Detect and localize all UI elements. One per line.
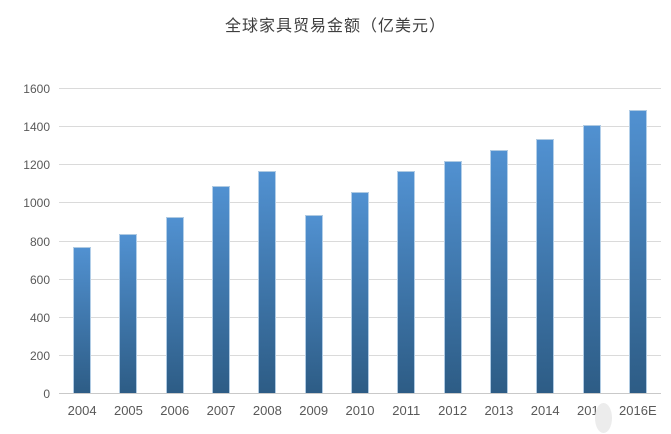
x-axis-tick-label: 2011 bbox=[392, 403, 421, 418]
gridline bbox=[59, 88, 661, 89]
x-axis-tick-label: 2004 bbox=[67, 403, 97, 418]
bar-2013 bbox=[489, 150, 508, 394]
bar-slot: 2016E bbox=[615, 89, 661, 418]
gridline bbox=[59, 126, 661, 128]
bar-slot: 2007 bbox=[198, 89, 244, 418]
y-axis-tick-label: 800 bbox=[29, 234, 50, 249]
x-axis-tick-label: 2006 bbox=[160, 403, 190, 418]
gridline bbox=[59, 164, 661, 166]
x-axis-tick-label: 2009 bbox=[299, 403, 329, 418]
x-axis-tick-label: 2010 bbox=[345, 403, 375, 418]
bar-slot: 2010 bbox=[337, 89, 383, 418]
bar-2007 bbox=[212, 186, 231, 394]
bar-slot: 2011 bbox=[383, 89, 429, 418]
y-axis-tick-label: 200 bbox=[29, 348, 50, 363]
y-axis-tick-label: 400 bbox=[29, 310, 50, 325]
plot-area: 2004 2005 2006 2007 2008 2009 2010 2011 2012 2013… bbox=[59, 88, 661, 418]
y-axis-tick-label: 1600 bbox=[23, 82, 50, 96]
bar-slot: 2012 bbox=[429, 89, 475, 418]
bar-slot: 2014 bbox=[522, 89, 568, 418]
bar-2012 bbox=[443, 161, 462, 394]
bar-2008 bbox=[258, 170, 277, 394]
bar-2004 bbox=[73, 247, 92, 394]
bar-slot: 2008 bbox=[244, 89, 290, 418]
bar-2006 bbox=[165, 216, 184, 394]
bar-2016E bbox=[628, 109, 647, 394]
x-axis-tick-label: 2013 bbox=[484, 403, 514, 418]
bar-slot: 2015 bbox=[568, 89, 614, 418]
y-axis-tick-label: 1400 bbox=[23, 120, 50, 135]
bar-slot: 2004 bbox=[59, 89, 105, 418]
bar-slot: 2005 bbox=[105, 89, 151, 418]
bar-2015 bbox=[582, 125, 601, 394]
y-axis-tick-label: 1200 bbox=[23, 158, 50, 173]
bar-slot: 2006 bbox=[152, 89, 198, 418]
x-axis-tick-label: 2007 bbox=[206, 403, 236, 418]
bar-2010 bbox=[350, 191, 369, 394]
bar-2014 bbox=[536, 138, 555, 394]
x-axis-tick-label: 2008 bbox=[252, 403, 282, 418]
bar-2011 bbox=[397, 170, 416, 394]
x-axis-line bbox=[59, 393, 661, 394]
y-axis-tick-label: 600 bbox=[29, 272, 50, 287]
bar-slot: 2009 bbox=[291, 89, 337, 418]
y-axis-tick-label: 0 bbox=[43, 387, 50, 401]
bar-slot: 2013 bbox=[476, 89, 522, 418]
chart-title: 全球家具贸易金额（亿美元） bbox=[224, 18, 446, 35]
x-axis-tick-label: 2014 bbox=[530, 403, 560, 418]
watermark-blob bbox=[595, 403, 612, 433]
bar-2009 bbox=[304, 214, 323, 394]
y-axis-tick-label: 1000 bbox=[23, 196, 50, 211]
x-axis-tick-label: 2016E bbox=[619, 403, 657, 418]
x-axis-tick-label: 2005 bbox=[113, 403, 143, 418]
bar-2005 bbox=[119, 233, 138, 394]
x-axis-tick-label: 2012 bbox=[438, 403, 468, 418]
